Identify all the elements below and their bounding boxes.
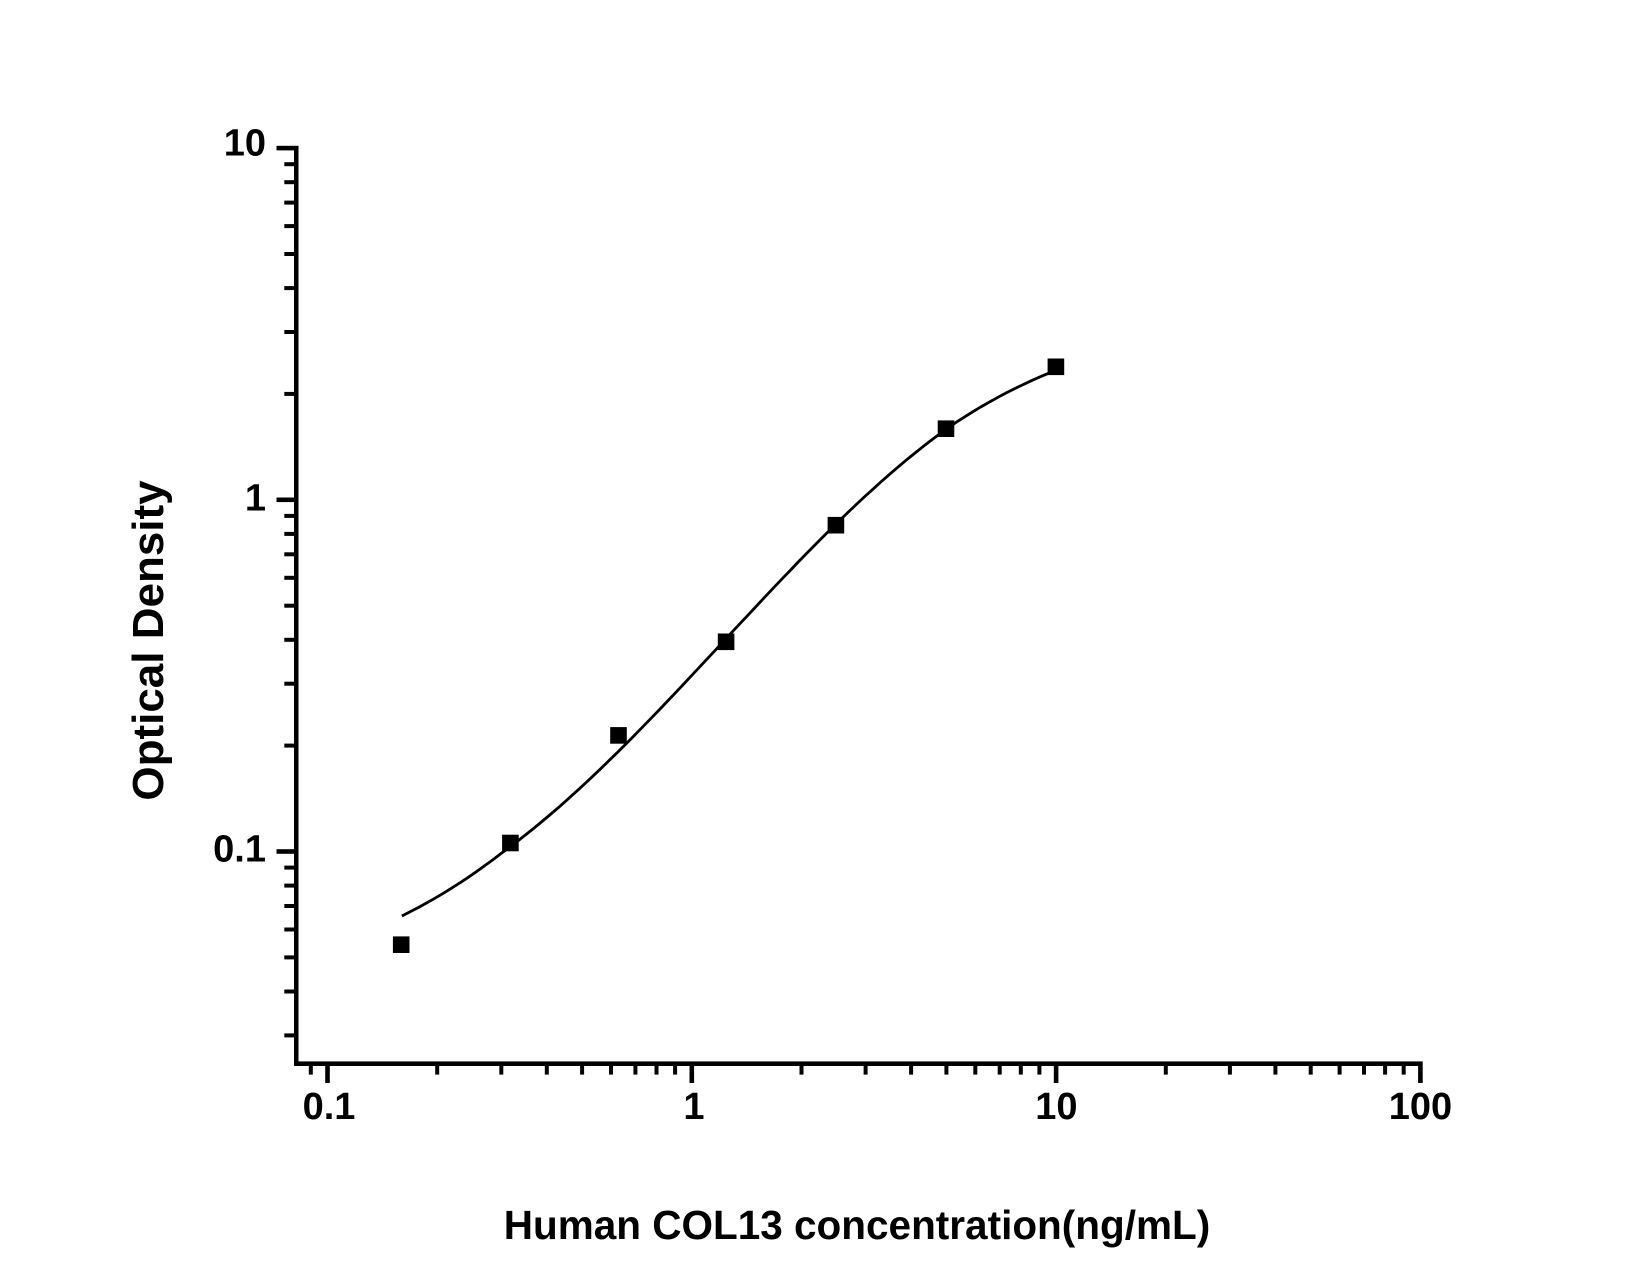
svg-text:10: 10 (1035, 1086, 1077, 1128)
svg-text:0.1: 0.1 (213, 829, 266, 871)
svg-text:Human COL13 concentration(ng/m: Human COL13 concentration(ng/mL) (504, 1202, 1211, 1248)
svg-text:1: 1 (683, 1086, 704, 1128)
svg-text:1: 1 (245, 478, 266, 520)
svg-text:0.1: 0.1 (303, 1086, 356, 1128)
svg-text:Optical Density: Optical Density (124, 480, 173, 801)
svg-text:100: 100 (1389, 1086, 1452, 1128)
svg-text:10: 10 (224, 123, 266, 165)
